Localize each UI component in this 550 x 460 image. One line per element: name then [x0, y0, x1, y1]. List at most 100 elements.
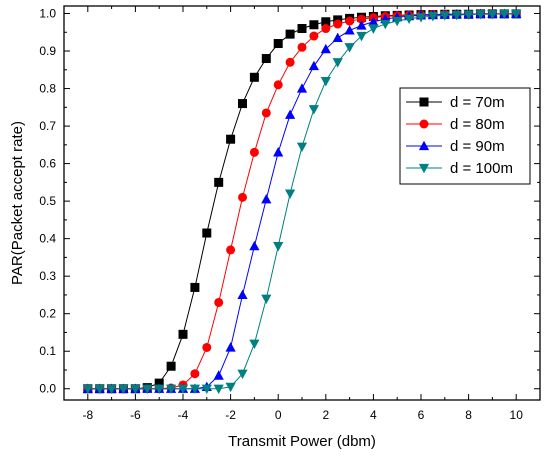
y-tick-label: 0.7 [39, 119, 56, 133]
data-point [309, 20, 319, 30]
data-point [357, 14, 366, 24]
series-3 [82, 8, 522, 393]
x-tick-label: -8 [82, 408, 93, 422]
legend-item: d = 90m [406, 138, 505, 155]
data-point [392, 16, 403, 27]
data-point [321, 17, 331, 27]
data-point [285, 29, 295, 39]
data-point [177, 384, 189, 395]
y-tick-label: 0.2 [39, 307, 56, 321]
x-tick-label: 0 [275, 408, 282, 422]
y-tick-label: 0.4 [39, 232, 56, 246]
data-point [427, 12, 438, 22]
legend-item: d = 80m [406, 116, 505, 133]
legend-marker [418, 163, 430, 174]
data-point [321, 24, 331, 34]
data-point [273, 242, 284, 252]
data-point [273, 147, 284, 157]
data-point [285, 109, 296, 119]
y-tick-label: 0.3 [39, 269, 56, 283]
data-point [238, 99, 247, 109]
data-point [190, 282, 200, 292]
series-line [87, 13, 517, 390]
series-line [87, 13, 517, 390]
data-point [308, 60, 319, 71]
data-point [511, 9, 522, 20]
x-tick-label: 10 [510, 408, 524, 422]
data-point [356, 31, 367, 42]
data-point [273, 39, 283, 49]
data-point [237, 289, 248, 300]
data-point [463, 10, 474, 20]
data-point [226, 134, 236, 144]
data-point [273, 80, 283, 90]
data-point [249, 339, 260, 350]
y-tick-label: 0.0 [39, 382, 56, 396]
data-point [451, 10, 462, 21]
data-point [249, 72, 259, 82]
data-point [285, 57, 295, 67]
series-2 [83, 9, 521, 394]
data-point [368, 16, 379, 26]
y-tick-label: 0.9 [39, 44, 56, 58]
data-point [225, 342, 236, 352]
y-tick-label: 0.8 [39, 82, 56, 96]
y-tick-label: 0.6 [39, 157, 56, 171]
legend-marker [418, 140, 430, 151]
data-point [404, 14, 415, 25]
data-point [333, 19, 343, 29]
data-point [368, 24, 379, 34]
data-point [345, 16, 355, 26]
data-point [296, 83, 308, 93]
data-point [261, 294, 272, 304]
data-point [344, 43, 355, 53]
legend-item: d = 100m [406, 160, 513, 177]
data-point [332, 58, 343, 68]
series-4 [82, 9, 522, 395]
data-point [320, 76, 331, 87]
x-tick-label: 4 [370, 408, 377, 422]
data-point [190, 369, 200, 379]
data-point [166, 384, 177, 395]
axes: -8 -6 -4 -2 0 2 4 6 8 10 0.0 0.1 0.2 0.3 0.4 0.5 0.6 0.7 0… [39, 5, 541, 422]
data-point [225, 382, 236, 393]
data-point [118, 384, 129, 395]
legend-marker [419, 97, 429, 107]
data-point [213, 370, 224, 380]
data-point [320, 43, 331, 54]
data-point [189, 384, 200, 395]
data-point [249, 240, 260, 251]
data-point [285, 189, 296, 199]
data-point [142, 384, 153, 395]
x-tick-label: -6 [130, 408, 141, 422]
data-point [415, 13, 427, 23]
data-point [439, 11, 450, 21]
data-point [238, 192, 247, 202]
data-point [297, 42, 307, 52]
legend-item: d = 70m [406, 94, 505, 111]
data-point [356, 20, 367, 30]
data-point [499, 9, 510, 20]
legend-marker [419, 119, 429, 129]
x-tick-label: 6 [418, 408, 425, 422]
data-point [380, 19, 391, 30]
data-point [166, 361, 176, 371]
data-point [213, 384, 224, 395]
y-tick-label: 0.5 [39, 194, 56, 208]
plot-frame [63, 5, 541, 401]
x-tick-label: 2 [322, 408, 329, 422]
series-line [87, 13, 517, 390]
data-point [154, 378, 164, 388]
data-point [214, 297, 224, 307]
legend: d = 70m d = 80m d = 90m d = 100m [399, 87, 531, 185]
data-point [154, 384, 165, 395]
data-point [344, 25, 355, 35]
x-axis-title: Transmit Power (dbm) [228, 433, 376, 450]
data-point [237, 369, 248, 380]
legend-label: d = 80m [450, 116, 505, 133]
data-point [261, 108, 271, 118]
data-point [82, 384, 93, 395]
x-tick-label: -4 [178, 408, 189, 422]
data-point [201, 384, 212, 395]
